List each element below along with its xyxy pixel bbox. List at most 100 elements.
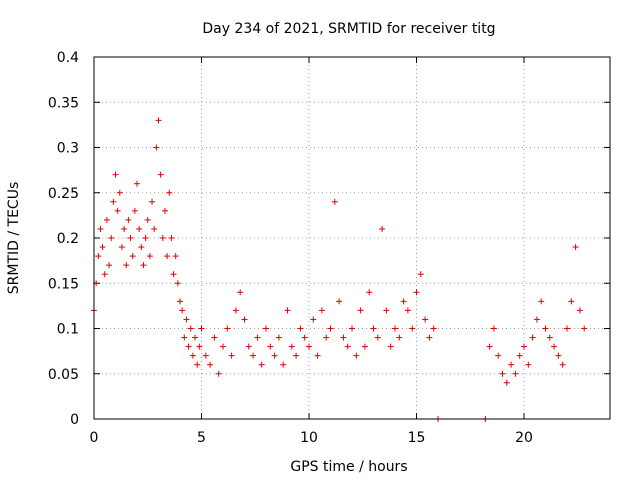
data-point <box>183 316 190 323</box>
data-point <box>142 235 149 241</box>
data-point <box>490 325 497 332</box>
x-tick-label: 10 <box>300 430 318 446</box>
data-point <box>146 253 153 260</box>
data-point <box>237 289 244 296</box>
data-point <box>194 361 201 368</box>
data-point <box>327 325 334 332</box>
data-point <box>211 334 218 341</box>
data-point <box>568 298 575 305</box>
data-point <box>159 235 166 241</box>
data-point <box>153 144 160 151</box>
data-point <box>168 235 175 241</box>
data-point <box>179 307 186 314</box>
data-point <box>361 343 368 350</box>
data-point <box>409 325 416 332</box>
y-tick-label: 0.4 <box>57 50 79 66</box>
data-point <box>357 307 364 314</box>
data-point <box>284 307 291 314</box>
y-tick-label: 0 <box>70 412 79 428</box>
grid-lines <box>94 57 610 419</box>
data-point <box>288 343 295 350</box>
data-point <box>245 343 252 350</box>
data-point <box>181 334 188 341</box>
data-point <box>551 343 558 350</box>
data-point <box>202 352 209 359</box>
data-point <box>271 352 278 359</box>
data-point <box>187 325 194 332</box>
data-point <box>207 361 214 368</box>
data-point <box>533 316 540 323</box>
data-point <box>430 325 437 332</box>
data-point <box>232 307 239 314</box>
data-point <box>108 235 115 241</box>
data-point <box>379 225 386 232</box>
data-point <box>499 370 506 377</box>
data-point <box>112 171 119 178</box>
data-point <box>99 244 106 251</box>
x-tick-label: 15 <box>408 430 426 446</box>
data-point <box>164 253 171 260</box>
data-point <box>331 198 338 205</box>
data-point <box>196 343 203 350</box>
data-point <box>136 225 143 232</box>
data-point <box>392 325 398 332</box>
data-point <box>121 225 128 232</box>
data-point <box>95 253 102 260</box>
data-point <box>172 253 179 260</box>
data-point <box>564 325 570 332</box>
data-point <box>118 244 125 251</box>
chart-title: Day 234 of 2021, SRMTID for receiver tit… <box>202 21 495 37</box>
data-point <box>174 280 181 287</box>
data-point <box>116 189 123 196</box>
data-point <box>123 262 130 269</box>
data-point <box>426 334 433 341</box>
data-point <box>387 343 394 350</box>
data-point <box>129 253 136 260</box>
data-point <box>293 352 300 359</box>
data-point <box>125 216 132 223</box>
data-point <box>336 298 343 305</box>
data-point <box>198 325 205 332</box>
data-point <box>134 180 140 187</box>
x-tick-label: 0 <box>90 430 99 446</box>
data-point <box>404 307 411 314</box>
x-tick-label: 20 <box>515 430 533 446</box>
data-point <box>340 334 347 341</box>
data-point <box>370 325 377 332</box>
y-axis-label: SRMTID / TECUs <box>6 182 22 295</box>
y-tick-label: 0.1 <box>57 322 79 338</box>
data-point <box>250 352 257 359</box>
plot-frame <box>93 56 611 420</box>
y-tick-label: 0.05 <box>48 367 79 383</box>
data-point <box>280 361 287 368</box>
data-point <box>508 361 515 368</box>
data-point <box>555 352 562 359</box>
data-point <box>512 370 519 377</box>
data-point <box>166 189 173 196</box>
data-point <box>144 216 151 223</box>
y-tick-label: 0.3 <box>57 141 79 157</box>
data-point <box>374 334 381 341</box>
data-point <box>170 271 177 278</box>
data-point <box>396 334 403 341</box>
data-point <box>383 307 390 314</box>
data-point <box>301 334 308 341</box>
data-point <box>177 298 183 305</box>
data-point <box>138 244 145 251</box>
data-point <box>157 171 164 178</box>
data-point <box>521 343 527 350</box>
data-point <box>516 352 523 359</box>
axis-ticks: 0 5 10 15 20 0 0.05 0.1 0.15 0.2 0.25 0.3 0.35 0.4 <box>48 50 610 446</box>
data-point <box>275 334 282 341</box>
data-point <box>314 352 321 359</box>
data-point <box>413 289 420 296</box>
data-point <box>422 316 429 323</box>
data-point <box>224 325 231 332</box>
data-point <box>344 343 351 350</box>
data-point <box>581 325 588 332</box>
data-point <box>576 307 583 314</box>
data-point <box>486 343 493 350</box>
data-point <box>572 244 579 251</box>
data-point <box>101 271 108 278</box>
